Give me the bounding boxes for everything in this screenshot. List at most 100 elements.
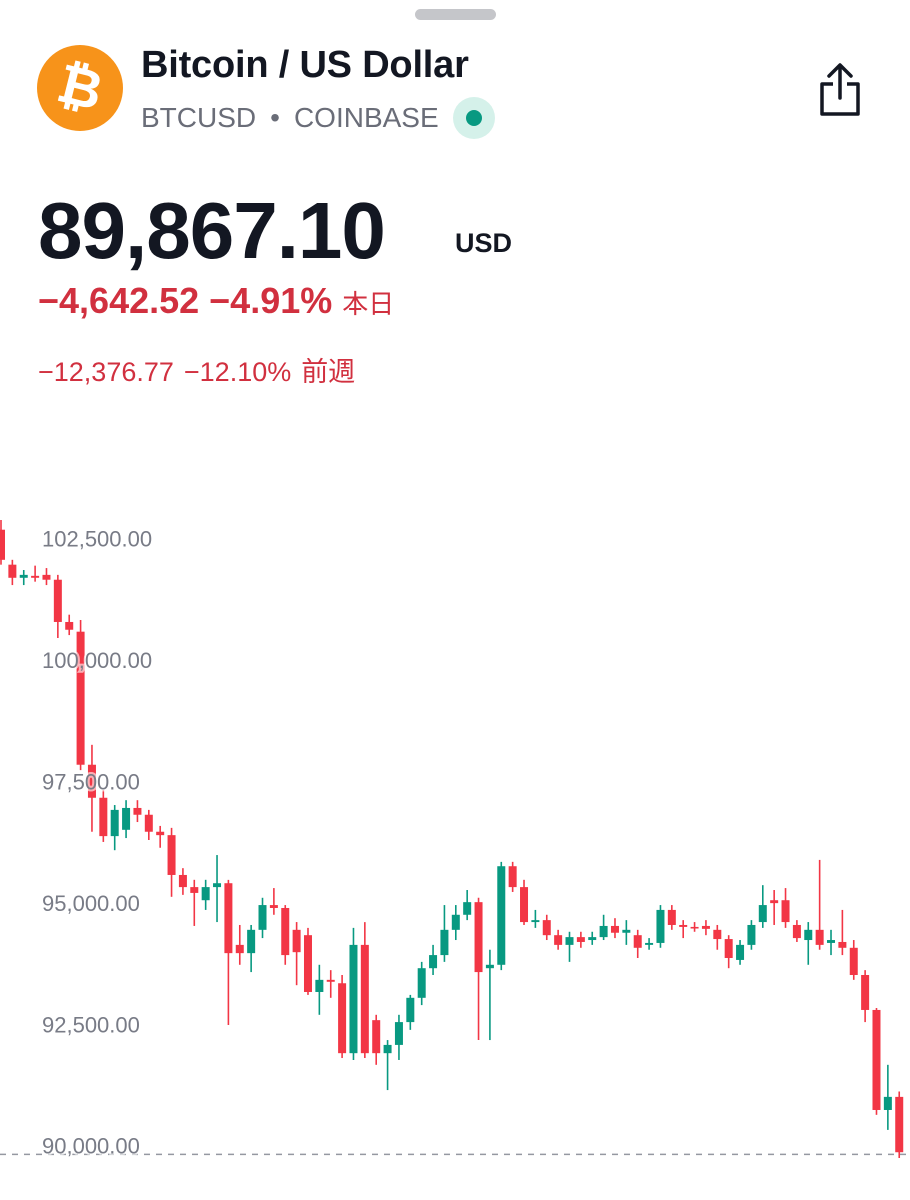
candle-body: [736, 944, 745, 960]
candle-body: [633, 935, 642, 948]
day-label: 本日: [342, 289, 395, 319]
candle-body: [338, 983, 347, 1054]
candle-body: [190, 887, 199, 893]
candle-body: [804, 929, 813, 941]
exchange: COINBASE: [293, 102, 439, 133]
candle-body: [76, 631, 85, 765]
day-change-value: −4,642.52: [38, 280, 200, 321]
candle-body: [497, 866, 506, 965]
week-change: −12,376.77 −12.10% 前週: [38, 350, 365, 389]
candle-body: [65, 621, 74, 630]
candle-body: [872, 1009, 881, 1110]
candle-body: [178, 874, 187, 888]
day-change: −4,642.52 −4.91% 本日: [38, 280, 404, 322]
week-change-value: −12,376.77: [38, 357, 174, 387]
candle-body: [485, 964, 494, 969]
candle-body: [349, 944, 358, 1054]
candle-body: [713, 929, 722, 940]
candle-body: [156, 831, 165, 836]
week-change-pct: −12.10%: [183, 357, 292, 387]
candle-body: [508, 866, 517, 888]
candle-body: [281, 907, 290, 956]
candle-body: [520, 887, 529, 923]
candle-body: [235, 944, 244, 954]
candle-body: [588, 937, 597, 941]
candle-body: [838, 941, 847, 948]
candle-body: [99, 797, 108, 837]
candle-body: [201, 887, 210, 901]
candle-body: [701, 925, 710, 929]
candle-body: [87, 764, 96, 798]
candle-body: [440, 929, 449, 956]
candle-body: [690, 926, 699, 929]
candle-body: [110, 809, 119, 837]
candle-body: [360, 944, 369, 1054]
candle-body: [576, 937, 585, 942]
candle-body: [758, 905, 767, 923]
candle-body: [133, 807, 142, 815]
share-button[interactable]: [816, 62, 864, 118]
candle-body: [303, 935, 312, 992]
candle-body: [451, 914, 460, 930]
day-change-pct: −4.91%: [209, 280, 333, 321]
candle-body: [0, 529, 5, 560]
candle-body: [372, 1020, 381, 1054]
price: 89,867.10: [38, 186, 386, 275]
candle-body: [417, 968, 426, 998]
candle-body: [406, 997, 415, 1023]
candle-body: [815, 929, 824, 945]
candle-body: [565, 937, 574, 945]
candle-body: [883, 1096, 892, 1110]
symbol: BTCUSD: [141, 102, 257, 133]
candle-body: [656, 909, 665, 943]
y-tick-label: 92,500.00: [42, 1012, 140, 1037]
candle-body: [167, 835, 176, 875]
candle-body: [42, 574, 51, 580]
candle-body: [31, 575, 40, 578]
candle-body: [849, 947, 858, 975]
candle-body: [724, 939, 733, 958]
week-label: 前週: [301, 357, 356, 387]
candle-body: [747, 924, 756, 945]
y-tick-label: 90,000.00: [42, 1134, 140, 1159]
bitcoin-logo: ₿: [37, 45, 123, 131]
sheet-handle[interactable]: [415, 9, 496, 20]
candle-body: [53, 579, 62, 622]
separator: •: [270, 102, 280, 133]
candle-body: [258, 905, 267, 930]
candle-body: [429, 955, 438, 969]
candle-body: [781, 900, 790, 923]
candle-body: [213, 883, 222, 888]
candle-body: [19, 574, 28, 578]
candle-body: [622, 929, 631, 933]
candle-body: [474, 902, 483, 973]
candle-body: [326, 979, 335, 982]
candle-body: [667, 909, 676, 925]
candle-body: [599, 925, 608, 938]
candle-body: [895, 1096, 904, 1153]
candle-body: [383, 1044, 392, 1054]
candle-body: [531, 920, 540, 923]
candle-body: [554, 935, 563, 945]
candle-body: [269, 905, 278, 908]
candle-body: [247, 929, 256, 954]
candle-body: [463, 902, 472, 915]
y-tick-label: 102,500.00: [42, 527, 152, 552]
market-status: [452, 97, 495, 139]
candle-body: [827, 940, 836, 943]
y-tick-label: 100,000.00: [42, 648, 152, 673]
candle-body: [861, 974, 870, 1010]
subtitle: BTCUSD • COINBASE: [141, 97, 495, 139]
title: Bitcoin / US Dollar: [141, 44, 469, 86]
logo-circle: [37, 45, 123, 131]
candle-body: [315, 979, 324, 992]
currency: USD: [455, 228, 513, 258]
candle-body: [610, 925, 619, 933]
candle-body: [144, 814, 153, 832]
candle-body: [122, 807, 131, 830]
candle-body: [645, 942, 654, 945]
candle-body: [770, 900, 779, 904]
candle-body: [679, 924, 688, 927]
